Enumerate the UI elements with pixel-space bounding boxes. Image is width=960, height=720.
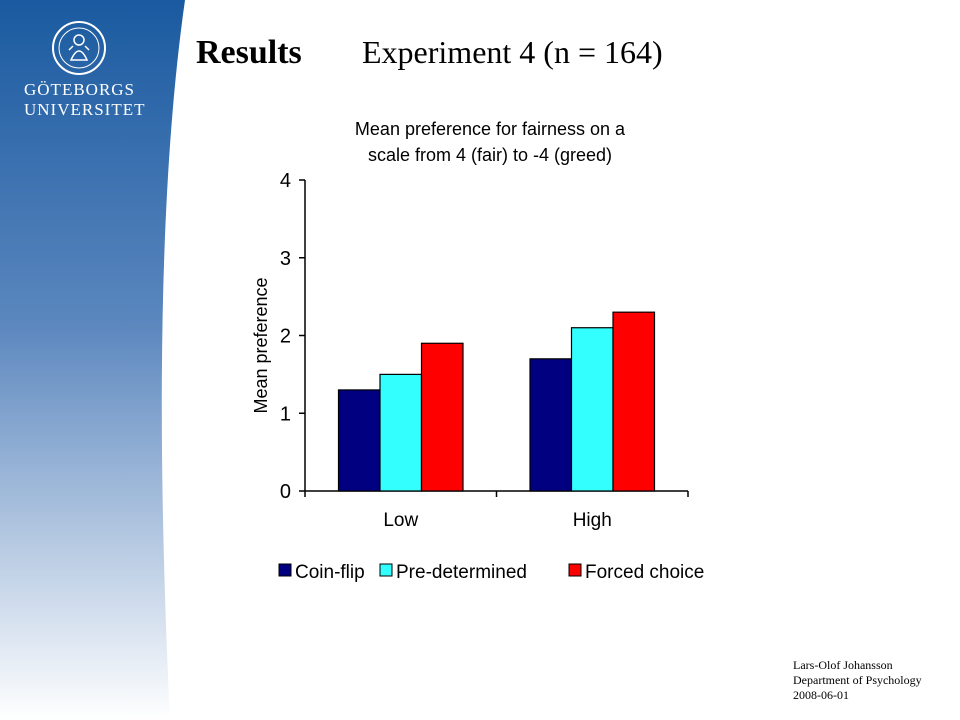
legend-swatch xyxy=(568,563,582,577)
bar-pre-determined-low xyxy=(379,373,423,492)
bar-forced-choice-low xyxy=(420,342,464,492)
footer-department: Department of Psychology xyxy=(793,673,922,687)
chart-title-line-2: scale from 4 (fair) to -4 (greed) xyxy=(367,145,613,165)
legend-swatch xyxy=(379,563,393,577)
footer: Lars-Olof Johansson Department of Psycho… xyxy=(793,658,922,703)
bar-coin-flip-high xyxy=(529,358,573,492)
bar-coin-flip-low xyxy=(337,389,381,492)
x-category-label: Low xyxy=(383,510,418,531)
y-axis-label: Mean preference xyxy=(251,277,271,413)
bar-forced-choice-high xyxy=(612,311,656,492)
legend-label: Coin-flip xyxy=(295,562,365,583)
y-tick-label: 1 xyxy=(280,403,291,425)
legend-label: Forced choice xyxy=(585,562,704,583)
chart-title-line-1: Mean preference for fairness on a xyxy=(354,119,626,139)
legend-label: Pre-determined xyxy=(396,562,527,583)
slide-title: Results xyxy=(196,34,302,71)
footer-author: Lars-Olof Johansson xyxy=(793,658,893,672)
bar-pre-determined-high xyxy=(570,327,614,492)
university-logo: GÖTEBORGS UNIVERSITET xyxy=(24,20,146,120)
y-tick-label: 0 xyxy=(280,481,291,503)
university-name-line1: GÖTEBORGS xyxy=(24,80,136,99)
slide-subtitle: Experiment 4 (n = 164) xyxy=(362,34,663,70)
legend-swatch xyxy=(278,563,292,577)
x-category-label: High xyxy=(573,510,612,531)
footer-date: 2008-06-01 xyxy=(793,688,849,702)
university-name-line2: UNIVERSITET xyxy=(24,100,146,119)
y-tick-label: 4 xyxy=(280,170,291,192)
university-seal-icon xyxy=(52,21,106,75)
y-tick-label: 2 xyxy=(280,326,291,348)
chart-title: Mean preference for fairness on a scale … xyxy=(290,116,690,168)
y-tick-label: 3 xyxy=(280,248,291,270)
